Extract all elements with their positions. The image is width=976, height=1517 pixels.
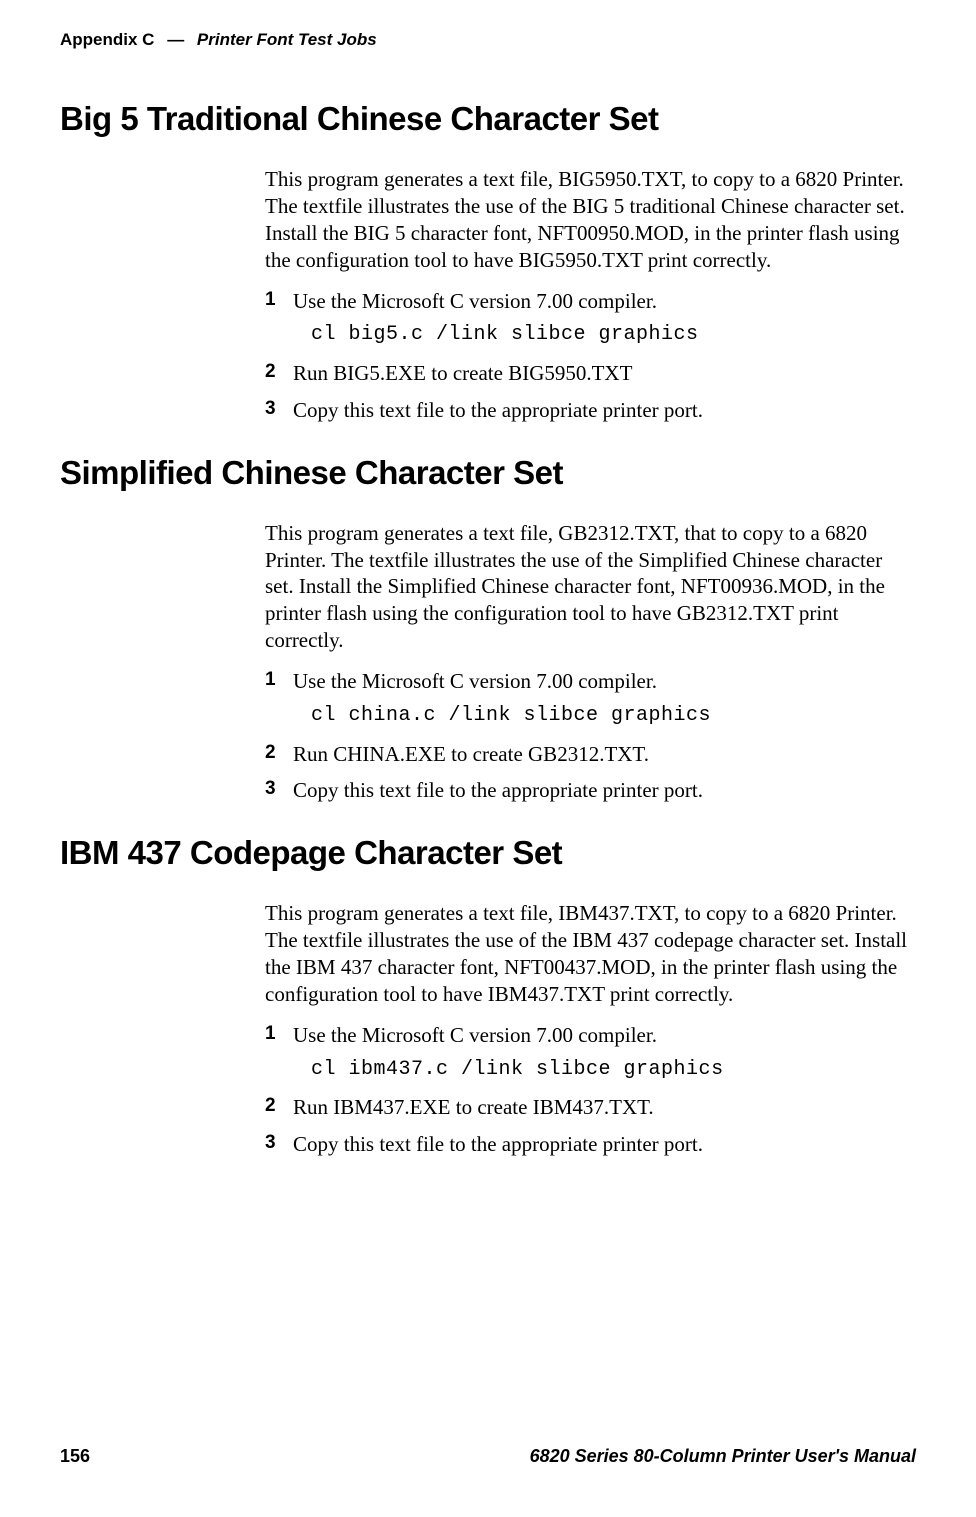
- steps-list: 1 Use the Microsoft C version 7.00 compi…: [265, 668, 911, 804]
- header-title: Printer Font Test Jobs: [197, 30, 377, 49]
- step-item: 3 Copy this text file to the appropriate…: [265, 397, 911, 424]
- step-number: 1: [265, 288, 276, 312]
- appendix-label: Appendix C: [60, 30, 154, 49]
- steps-list: 1 Use the Microsoft C version 7.00 compi…: [265, 288, 911, 424]
- step-number: 3: [265, 397, 276, 421]
- step-text: Run CHINA.EXE to create GB2312.TXT.: [293, 742, 649, 766]
- step-number: 2: [265, 360, 276, 384]
- code-line: cl china.c /link slibce graphics: [311, 703, 911, 729]
- step-text: Copy this text file to the appropriate p…: [293, 778, 703, 802]
- step-text: Use the Microsoft C version 7.00 compile…: [293, 1023, 657, 1047]
- section-body-simplified: This program generates a text file, GB23…: [265, 520, 911, 805]
- code-line: cl big5.c /link slibce graphics: [311, 322, 911, 348]
- step-item: 3 Copy this text file to the appropriate…: [265, 777, 911, 804]
- section-heading-ibm437: IBM 437 Codepage Character Set: [60, 834, 916, 872]
- step-number: 2: [265, 1094, 276, 1118]
- header-dash: —: [167, 30, 184, 49]
- page-number: 156: [60, 1446, 90, 1467]
- step-item: 1 Use the Microsoft C version 7.00 compi…: [265, 1022, 911, 1082]
- section-heading-big5: Big 5 Traditional Chinese Character Set: [60, 100, 916, 138]
- step-item: 1 Use the Microsoft C version 7.00 compi…: [265, 288, 911, 348]
- step-number: 3: [265, 1131, 276, 1155]
- page-footer: 156 6820 Series 80-Column Printer User's…: [60, 1446, 916, 1467]
- step-text: Copy this text file to the appropriate p…: [293, 398, 703, 422]
- manual-title: 6820 Series 80-Column Printer User's Man…: [530, 1446, 916, 1467]
- section-body-big5: This program generates a text file, BIG5…: [265, 166, 911, 424]
- step-text: Use the Microsoft C version 7.00 compile…: [293, 289, 657, 313]
- step-number: 2: [265, 741, 276, 765]
- step-number: 1: [265, 668, 276, 692]
- step-text: Use the Microsoft C version 7.00 compile…: [293, 669, 657, 693]
- running-header: Appendix C — Printer Font Test Jobs: [60, 30, 916, 50]
- intro-paragraph: This program generates a text file, GB23…: [265, 520, 911, 654]
- step-text: Run IBM437.EXE to create IBM437.TXT.: [293, 1095, 654, 1119]
- step-item: 3 Copy this text file to the appropriate…: [265, 1131, 911, 1158]
- step-item: 2 Run IBM437.EXE to create IBM437.TXT.: [265, 1094, 911, 1121]
- intro-paragraph: This program generates a text file, IBM4…: [265, 900, 911, 1008]
- section-heading-simplified: Simplified Chinese Character Set: [60, 454, 916, 492]
- steps-list: 1 Use the Microsoft C version 7.00 compi…: [265, 1022, 911, 1158]
- step-number: 3: [265, 777, 276, 801]
- step-text: Copy this text file to the appropriate p…: [293, 1132, 703, 1156]
- step-number: 1: [265, 1022, 276, 1046]
- step-text: Run BIG5.EXE to create BIG5950.TXT: [293, 361, 632, 385]
- intro-paragraph: This program generates a text file, BIG5…: [265, 166, 911, 274]
- section-body-ibm437: This program generates a text file, IBM4…: [265, 900, 911, 1158]
- code-line: cl ibm437.c /link slibce graphics: [311, 1057, 911, 1083]
- step-item: 2 Run CHINA.EXE to create GB2312.TXT.: [265, 741, 911, 768]
- step-item: 1 Use the Microsoft C version 7.00 compi…: [265, 668, 911, 728]
- step-item: 2 Run BIG5.EXE to create BIG5950.TXT: [265, 360, 911, 387]
